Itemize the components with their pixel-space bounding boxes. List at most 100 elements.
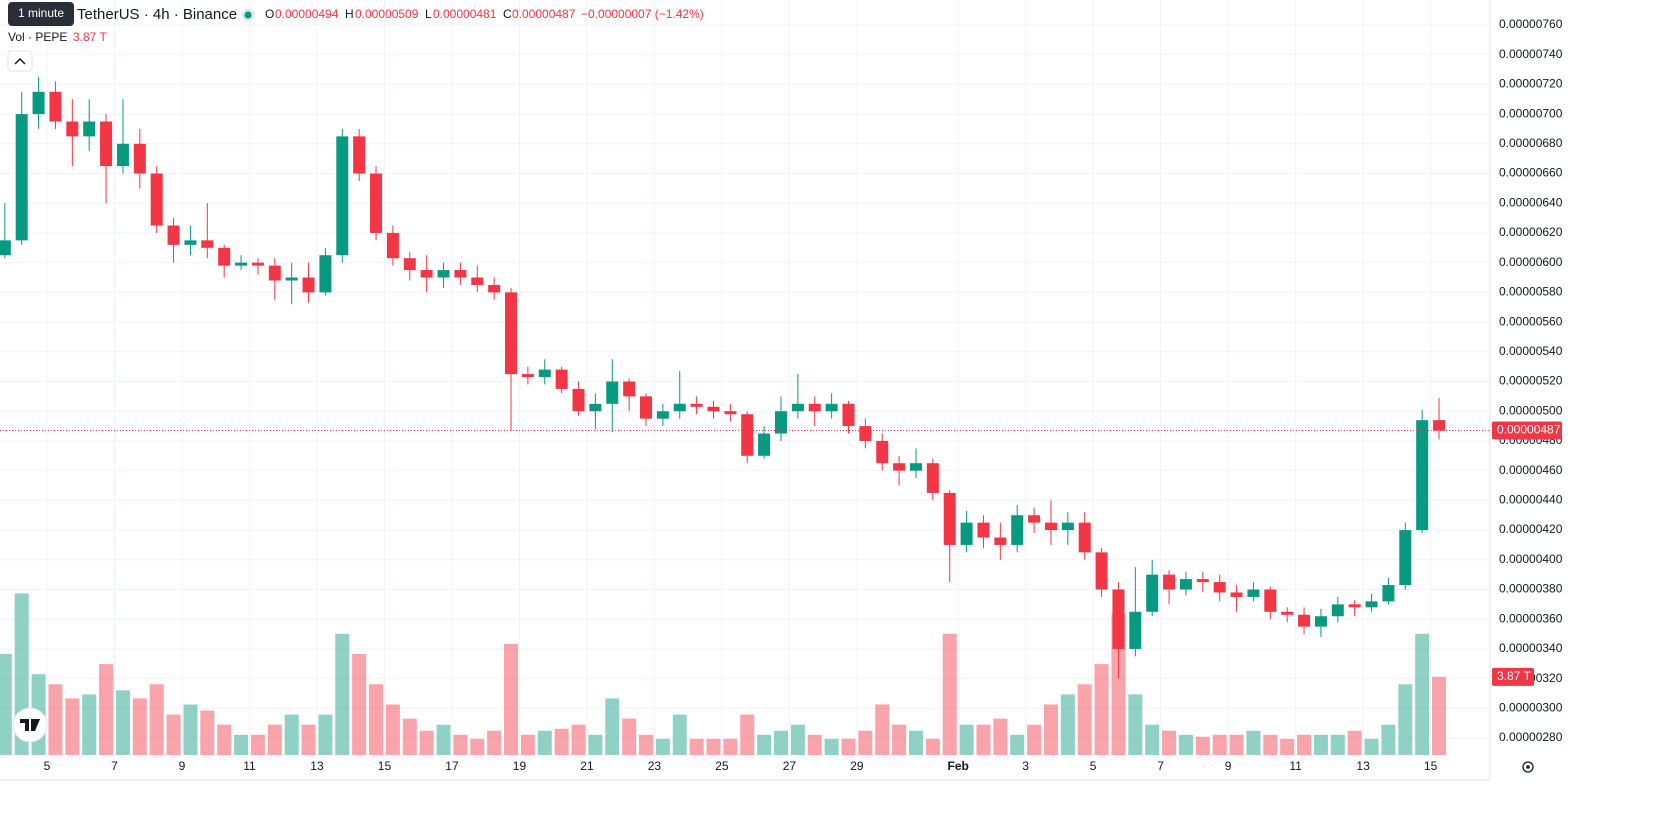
volume-bar xyxy=(0,654,12,755)
candle-body xyxy=(386,232,399,259)
change: −0.00000007 (−1.42%) xyxy=(581,7,704,21)
volume-bar xyxy=(993,718,1008,755)
volume-bar xyxy=(1364,738,1379,755)
volume-bar xyxy=(352,654,367,755)
candle-body xyxy=(1281,611,1294,615)
volume-bar xyxy=(875,704,890,755)
candle-body xyxy=(285,277,298,281)
candle-body xyxy=(1382,585,1395,602)
volume-bar xyxy=(1111,613,1126,755)
volume-bar xyxy=(183,704,198,755)
y-tick-label: 0.00000580 xyxy=(1499,285,1563,299)
candle-body xyxy=(251,262,264,266)
candle-body xyxy=(505,292,518,375)
candle-body xyxy=(302,277,315,293)
candle-body xyxy=(1247,589,1260,597)
x-tick-label: 29 xyxy=(850,759,864,773)
candle-body xyxy=(403,258,416,271)
candle-body xyxy=(825,403,838,412)
volume-bar xyxy=(824,738,839,755)
x-tick-label: 7 xyxy=(1157,759,1164,773)
candle-body xyxy=(471,277,484,285)
candle-body xyxy=(420,270,433,278)
volume-bar xyxy=(1077,684,1092,755)
volume-bar xyxy=(892,724,907,755)
candle-body xyxy=(926,463,939,493)
volume-bar xyxy=(1195,736,1210,755)
settings-icon[interactable] xyxy=(1522,761,1534,773)
candle-body xyxy=(1331,604,1344,617)
candle-body xyxy=(960,522,973,545)
y-tick-label: 0.00000440 xyxy=(1499,493,1563,507)
y-tick-label: 0.00000380 xyxy=(1499,582,1563,596)
volume-bar xyxy=(1229,734,1244,755)
candle-body xyxy=(1399,530,1412,586)
y-tick-label: 0.00000720 xyxy=(1499,77,1563,91)
y-tick-label: 0.00000680 xyxy=(1499,136,1563,150)
candle-body xyxy=(808,403,821,412)
volume-bar xyxy=(470,738,485,755)
y-tick-label: 0.00000620 xyxy=(1499,225,1563,239)
candle-body xyxy=(32,91,45,115)
volume-bar xyxy=(959,724,974,755)
volume-bar xyxy=(1297,734,1312,755)
collapse-button[interactable] xyxy=(7,50,33,72)
candle-body xyxy=(876,440,889,464)
vol-value: 3.87 T xyxy=(73,30,107,44)
volume-bar xyxy=(166,714,181,755)
candle-body xyxy=(353,136,366,174)
candle-body xyxy=(1264,589,1277,612)
volume-bar xyxy=(757,734,772,755)
candle-body xyxy=(150,173,163,226)
vol-tag-bg xyxy=(1492,667,1534,686)
volume-bar xyxy=(740,714,755,755)
tooltip: 1 minute xyxy=(18,6,64,20)
y-tick-label: 0.00000500 xyxy=(1499,403,1563,417)
candle-body xyxy=(555,369,568,389)
volume-bar xyxy=(1330,734,1345,755)
volume-layer xyxy=(0,593,1447,755)
volume-bar xyxy=(1027,724,1042,755)
x-tick-label: 9 xyxy=(1225,759,1232,773)
volume-bar xyxy=(622,718,637,755)
symbol-title[interactable]: TetherUS · 4h · Binance xyxy=(77,6,237,23)
volume-bar xyxy=(301,724,316,755)
volume-bar xyxy=(689,738,704,755)
candle-body xyxy=(741,414,754,456)
x-tick-label: 15 xyxy=(378,759,392,773)
volume-bar xyxy=(250,734,265,755)
candle-body xyxy=(370,173,383,233)
candle-body xyxy=(1314,616,1327,627)
candle-body xyxy=(724,411,737,415)
y-tick-label: 0.00000340 xyxy=(1499,641,1563,655)
volume-bar xyxy=(706,738,721,755)
candle-body xyxy=(1028,515,1041,523)
candle-body xyxy=(336,136,349,256)
candle-body xyxy=(673,403,686,412)
candle-body xyxy=(167,225,180,245)
volume-bar xyxy=(65,698,80,755)
candle-body xyxy=(977,522,990,538)
candle-body xyxy=(690,403,703,407)
volume-bar xyxy=(48,684,63,755)
x-tick-label: 13 xyxy=(1356,759,1370,773)
volume-bar xyxy=(1280,738,1295,755)
candle-layer xyxy=(0,76,1446,679)
o-value: 0.00000494 xyxy=(275,7,339,21)
volume-bar xyxy=(99,664,114,755)
volume-bar xyxy=(267,724,282,755)
x-tick-label: 21 xyxy=(580,759,594,773)
settings-dot xyxy=(1526,765,1530,769)
volume-bar xyxy=(1415,633,1430,755)
l-label: L xyxy=(425,7,432,21)
candle-body xyxy=(589,403,602,412)
volume-bar xyxy=(672,714,687,755)
candle-body xyxy=(1078,522,1091,553)
candle-body xyxy=(1416,420,1429,531)
y-tick-label: 0.00000760 xyxy=(1499,17,1563,31)
volume-bar xyxy=(841,738,856,755)
x-tick-label: 7 xyxy=(111,759,118,773)
volume-bar xyxy=(1398,684,1413,755)
candle-body xyxy=(606,381,619,404)
